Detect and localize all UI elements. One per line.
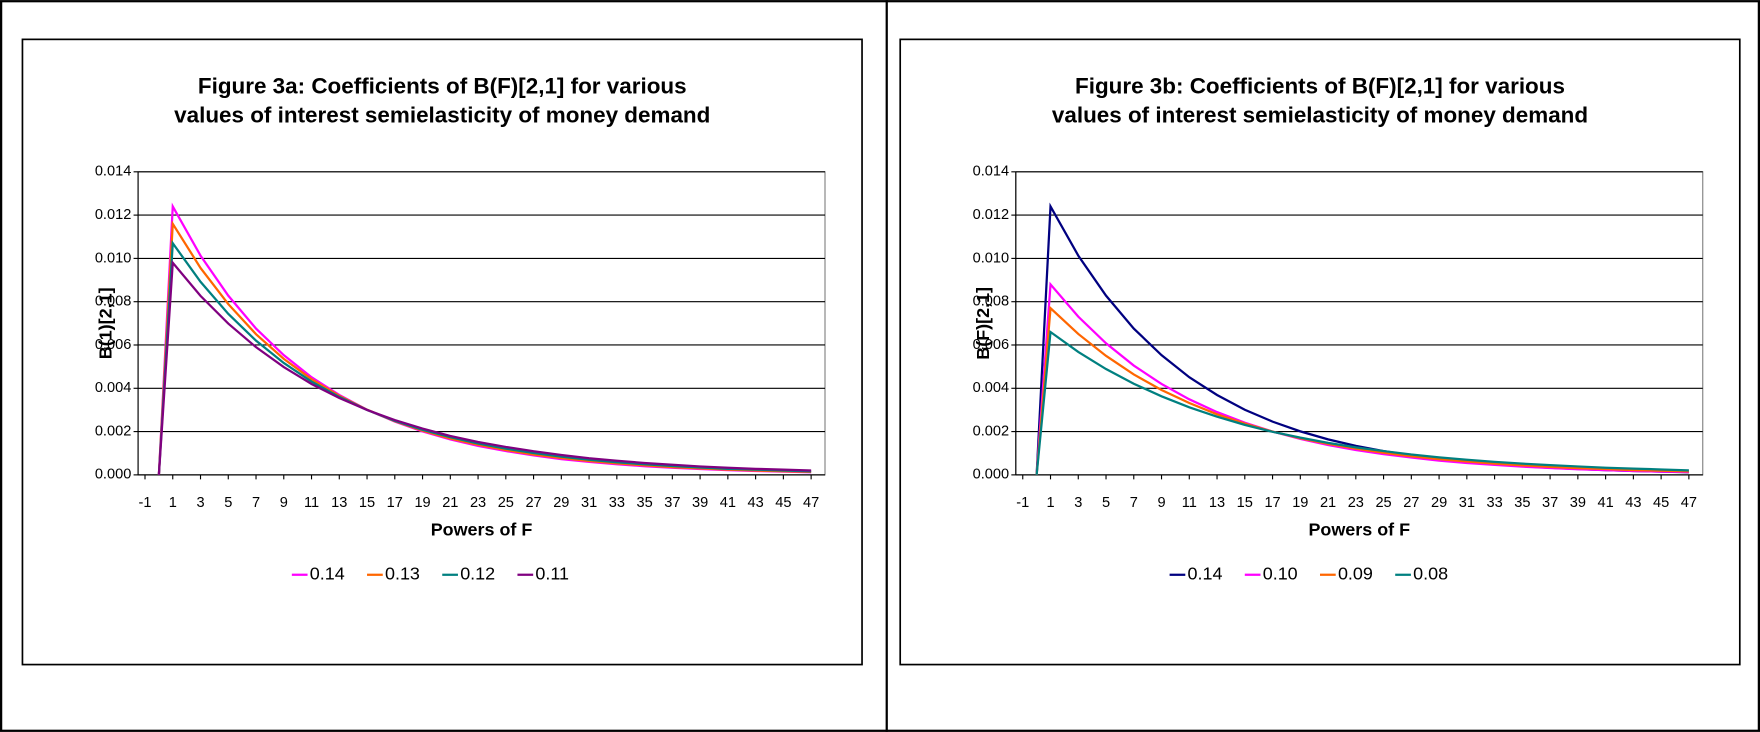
series-line	[157, 259, 812, 475]
plot-area	[1015, 171, 1704, 476]
x-tick-label: 17	[1264, 495, 1280, 511]
x-tick-label: 9	[1157, 495, 1165, 511]
legend-label: 0.09	[1338, 564, 1373, 584]
x-tick-label: 7	[1130, 495, 1138, 511]
x-tick-label: 7	[252, 495, 260, 511]
y-tick-label: 0.014	[973, 164, 1009, 180]
chart-title: values of interest semielasticity of mon…	[1052, 103, 1588, 128]
x-tick-label: 37	[664, 495, 680, 511]
x-tick-label: 41	[720, 495, 736, 511]
x-tick-label: 5	[1102, 495, 1110, 511]
x-tick-label: 39	[1570, 495, 1586, 511]
x-tick-label: 3	[196, 495, 204, 511]
x-tick-label: 19	[1292, 495, 1308, 511]
x-tick-label: 29	[1431, 495, 1447, 511]
x-tick-label: 3	[1074, 495, 1082, 511]
y-tick-label: 0.014	[95, 164, 131, 180]
y-tick-label: 0.010	[95, 250, 131, 266]
y-tick-label: 0.010	[973, 250, 1009, 266]
y-tick-label: 0.006	[95, 337, 131, 353]
x-tick-label: 15	[359, 495, 375, 511]
legend-label: 0.14	[1188, 564, 1223, 584]
x-tick-label: 11	[1182, 495, 1197, 511]
x-tick-label: 1	[1046, 495, 1054, 511]
x-tick-label: 21	[1320, 495, 1336, 511]
y-tick-label: 0.004	[973, 380, 1009, 396]
x-tick-label: 19	[414, 495, 430, 511]
x-tick-label: 31	[1459, 495, 1475, 511]
x-axis-title: Powers of F	[1308, 520, 1410, 540]
x-tick-label: -1	[1016, 495, 1029, 511]
x-tick-label: 11	[304, 495, 319, 511]
x-tick-label: 37	[1542, 495, 1558, 511]
x-tick-label: 15	[1237, 495, 1253, 511]
x-tick-label: 27	[525, 495, 541, 511]
legend-label: 0.13	[385, 564, 420, 584]
x-tick-label: 23	[1348, 495, 1364, 511]
x-tick-label: 1	[169, 495, 177, 511]
legend-label: 0.14	[310, 564, 345, 584]
x-tick-label: 47	[803, 495, 819, 511]
x-tick-label: 17	[387, 495, 403, 511]
x-axis-title: Powers of F	[431, 520, 533, 540]
plot-area	[137, 171, 826, 476]
x-tick-label: 31	[581, 495, 597, 511]
y-axis-title: B(1)[2,1]	[95, 287, 115, 359]
x-tick-label: 5	[224, 495, 232, 511]
y-tick-label: 0.012	[95, 207, 131, 223]
x-tick-label: 13	[1209, 495, 1225, 511]
legend-label: 0.08	[1413, 564, 1448, 584]
x-tick-label: 27	[1403, 495, 1419, 511]
x-tick-label: 23	[470, 495, 486, 511]
series-line	[1035, 329, 1689, 475]
y-tick-label: 0.002	[95, 423, 131, 439]
x-tick-label: 13	[331, 495, 347, 511]
y-tick-label: 0.008	[973, 294, 1009, 310]
x-tick-label: 35	[636, 495, 652, 511]
legend-label: 0.10	[1263, 564, 1298, 584]
x-tick-label: 45	[1653, 495, 1669, 511]
x-tick-label: -1	[139, 495, 152, 511]
y-tick-label: 0.008	[95, 294, 131, 310]
chart-title: Figure 3a: Coefficients of B(F)[2,1] for…	[198, 74, 687, 99]
y-tick-label: 0.000	[95, 467, 131, 483]
y-tick-label: 0.006	[973, 337, 1009, 353]
y-tick-label: 0.002	[973, 423, 1009, 439]
x-tick-label: 25	[1375, 495, 1391, 511]
x-tick-label: 21	[442, 495, 458, 511]
legend-label: 0.11	[535, 564, 569, 584]
x-tick-label: 33	[1486, 495, 1502, 511]
y-axis-title: B(F)[2,1]	[973, 287, 993, 360]
chart: Figure 3a: Coefficients of B(F)[2,1] for…	[21, 38, 863, 666]
series-line	[1035, 305, 1689, 475]
y-tick-label: 0.000	[973, 467, 1009, 483]
y-tick-label: 0.012	[973, 207, 1009, 223]
chart-title: Figure 3b: Coefficients of B(F)[2,1] for…	[1075, 74, 1565, 99]
chart-title: values of interest semielasticity of mon…	[174, 103, 710, 128]
x-tick-label: 29	[553, 495, 569, 511]
x-tick-label: 9	[280, 495, 288, 511]
x-tick-label: 47	[1681, 495, 1697, 511]
x-tick-label: 41	[1598, 495, 1614, 511]
x-tick-label: 39	[692, 495, 708, 511]
x-tick-label: 35	[1514, 495, 1530, 511]
chart: Figure 3b: Coefficients of B(F)[2,1] for…	[899, 38, 1741, 666]
x-tick-label: 43	[748, 495, 764, 511]
y-tick-label: 0.004	[95, 380, 131, 396]
x-tick-label: 43	[1625, 495, 1641, 511]
x-tick-label: 33	[609, 495, 625, 511]
legend-label: 0.12	[460, 564, 495, 584]
x-tick-label: 25	[498, 495, 514, 511]
x-tick-label: 45	[775, 495, 791, 511]
